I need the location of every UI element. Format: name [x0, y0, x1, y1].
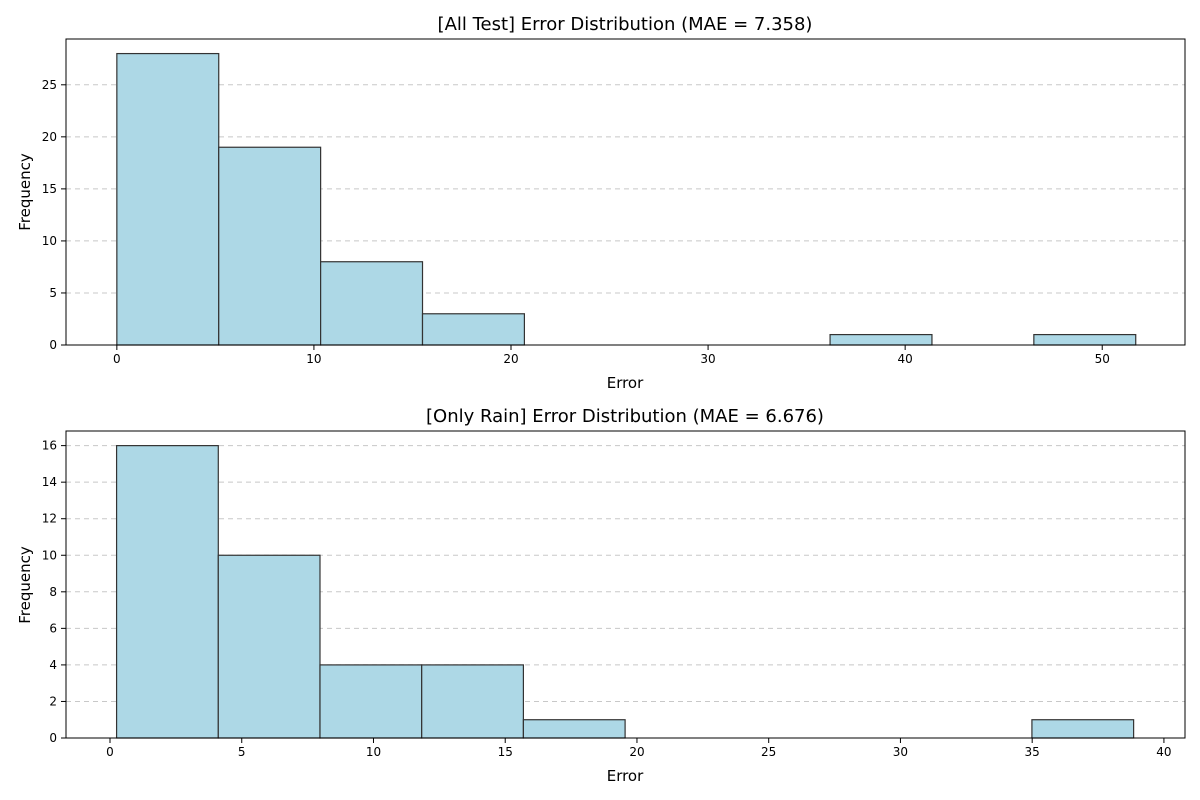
plot-frame	[65, 430, 1186, 739]
y-tick-label: 2	[49, 694, 57, 708]
bars	[115, 445, 1135, 739]
y-tick-label: 0	[49, 338, 57, 352]
x-axis-label: Error	[607, 767, 644, 785]
x-tick-label: 25	[761, 745, 776, 759]
histogram-bar	[421, 664, 525, 739]
x-axis-label: Error	[607, 374, 644, 392]
x-tick-label: 20	[503, 352, 518, 366]
histogram-bar	[522, 719, 626, 739]
y-tick-label: 5	[49, 286, 57, 300]
histogram-bar	[1031, 719, 1135, 739]
histogram-bar	[115, 445, 219, 739]
x-tick-label: 50	[1095, 352, 1110, 366]
x-tick-label: 15	[498, 745, 513, 759]
x-ticks: 0 10 20 30 40 50	[113, 345, 1110, 366]
y-axis-label: Frequency	[16, 153, 34, 231]
histogram-bar	[320, 261, 424, 346]
histogram-bar	[217, 554, 321, 739]
histogram-bar	[1033, 333, 1137, 346]
y-tick-label: 12	[42, 512, 57, 526]
y-tick-label: 6	[49, 621, 57, 635]
x-tick-label: 10	[366, 745, 381, 759]
bars	[116, 52, 1137, 346]
histogram-bar	[421, 313, 525, 346]
x-tick-label: 0	[106, 745, 114, 759]
x-tick-label: 0	[113, 352, 121, 366]
x-tick-label: 30	[893, 745, 908, 759]
grid	[66, 84, 1185, 294]
y-tick-label: 14	[42, 475, 57, 489]
histogram-bar	[116, 52, 220, 346]
grid	[66, 445, 1185, 702]
histogram-bar	[829, 333, 933, 346]
y-tick-label: 16	[42, 439, 57, 453]
chart-title: [Only Rain] Error Distribution (MAE = 6.…	[426, 406, 824, 427]
y-tick-label: 15	[42, 182, 57, 196]
x-ticks: 0 5 10 15 20 25 30 35 40	[106, 738, 1172, 759]
y-tick-label: 25	[42, 78, 57, 92]
y-tick-label: 4	[49, 658, 57, 672]
x-tick-label: 40	[1156, 745, 1171, 759]
x-tick-label: 30	[700, 352, 715, 366]
y-ticks: 0 5 10 15 20 25	[42, 78, 66, 352]
x-tick-label: 20	[629, 745, 644, 759]
y-ticks: 0 2 4 6 8 10 12 14 16	[42, 439, 66, 745]
y-tick-label: 10	[42, 548, 57, 562]
x-tick-label: 35	[1025, 745, 1040, 759]
y-tick-label: 20	[42, 130, 57, 144]
chart-only-rain: [Only Rain] Error Distribution (MAE = 6.…	[16, 406, 1186, 785]
y-tick-label: 10	[42, 234, 57, 248]
chart-all-test: [All Test] Error Distribution (MAE = 7.3…	[16, 14, 1186, 392]
x-tick-label: 40	[898, 352, 913, 366]
histogram-bar	[319, 664, 423, 739]
histogram-bar	[218, 146, 322, 346]
y-tick-label: 0	[49, 731, 57, 745]
x-tick-label: 5	[238, 745, 246, 759]
y-axis-label: Frequency	[16, 546, 34, 624]
plot-frame	[65, 38, 1186, 346]
x-tick-label: 10	[306, 352, 321, 366]
chart-title: [All Test] Error Distribution (MAE = 7.3…	[438, 14, 813, 35]
y-tick-label: 8	[49, 585, 57, 599]
